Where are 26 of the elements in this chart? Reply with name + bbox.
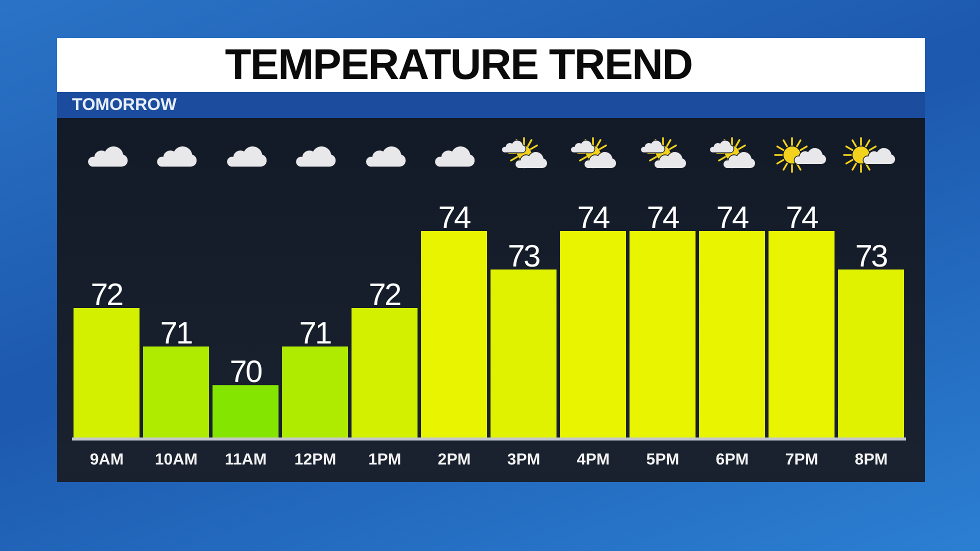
x-tick-label: 7PM <box>785 451 818 468</box>
x-tick-label: 6PM <box>716 451 749 468</box>
data-label: 72 <box>90 277 123 312</box>
data-label: 73 <box>508 238 540 274</box>
x-tick-label: 10AM <box>154 451 198 468</box>
x-tick-label: 11AM <box>224 451 267 468</box>
x-tick-label: 1PM <box>368 451 402 468</box>
chart-subtitle: TOMORROW <box>72 95 177 115</box>
data-label: 74 <box>577 200 610 235</box>
x-tick-label: 4PM <box>576 451 610 468</box>
x-tick-label: 9AM <box>90 451 124 468</box>
data-label: 74 <box>646 200 680 235</box>
data-label: 71 <box>160 316 192 351</box>
x-tick-label: 5PM <box>646 451 680 468</box>
data-label: 73 <box>855 238 888 274</box>
data-label: 74 <box>786 200 819 235</box>
data-label: 74 <box>716 200 750 235</box>
x-tick-label: 2PM <box>438 451 471 468</box>
data-label: 74 <box>438 200 472 235</box>
x-tick-label: 8PM <box>854 451 888 468</box>
x-tick-label: 3PM <box>507 451 540 468</box>
x-tick-label: 12PM <box>294 451 336 468</box>
chart-title: TEMPERATURE TREND <box>225 41 692 89</box>
data-label: 72 <box>368 277 401 312</box>
data-label: 70 <box>230 354 263 390</box>
data-label: 71 <box>299 316 332 351</box>
